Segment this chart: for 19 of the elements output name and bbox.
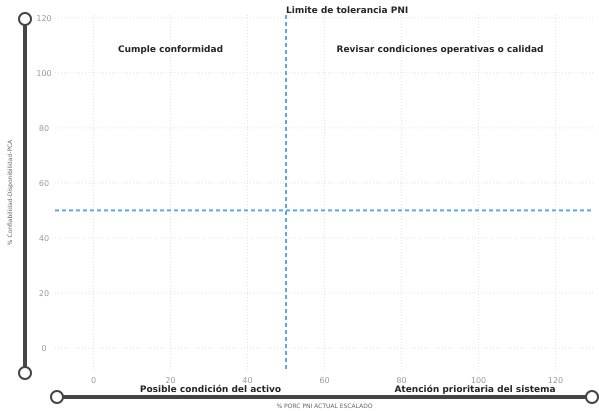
text: Atención prioritaria del sistema [394,384,556,395]
y-tick-label: 40 [38,234,50,243]
x-tick-label: 100 [470,376,486,385]
x-tick-label: 0 [90,376,96,385]
annotation: Cumple conformidad [118,45,224,55]
y-tick-label: 100 [36,68,52,78]
text: Posible condición del activo [140,384,282,395]
x-tick-label: 120 [548,376,564,385]
y-tick-label: 0 [41,344,47,353]
x-tick-label: 80 [396,376,407,385]
y-tick-label: 120 [36,14,52,23]
ref-line-label: Limite de tolerancia PNI [286,6,408,16]
x-tick-label: 60 [319,376,330,385]
y-tick-label: 20 [38,288,50,298]
y-tick-label: 60 [38,178,50,188]
x-tick-label: 20 [165,376,176,385]
y-tick-label: 80 [38,124,50,133]
x-tick-label: 40 [242,376,253,385]
annotation: Revisar condiciones operativas o calidad [336,45,544,55]
